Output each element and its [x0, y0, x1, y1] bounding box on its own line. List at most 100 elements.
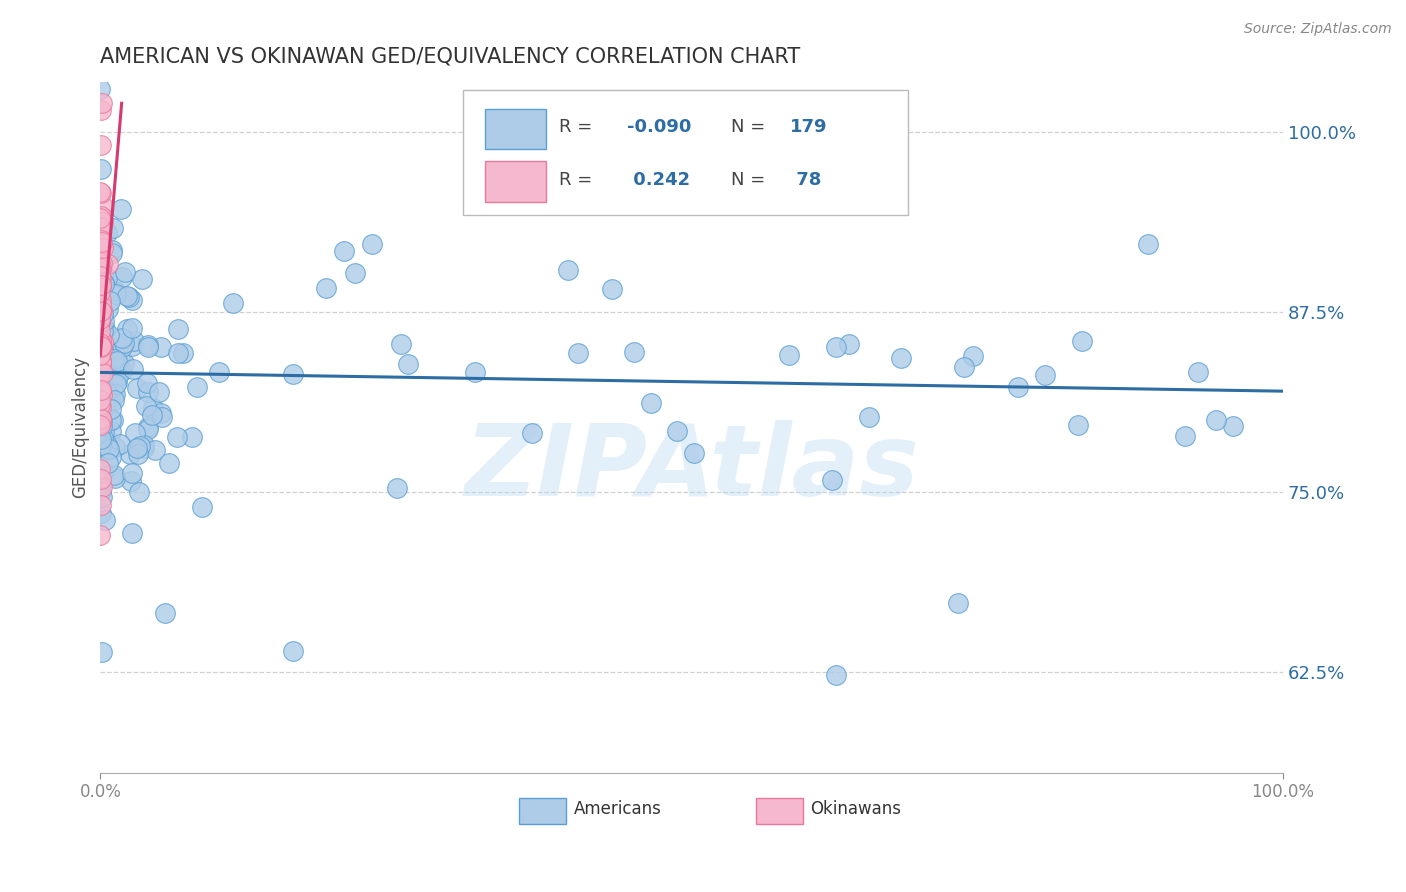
Point	[120, 474, 142, 488]
Point	[93, 324, 115, 338]
Point	[101, 221, 124, 235]
Point	[89, 413, 111, 427]
Point	[97, 442, 120, 456]
Point	[127, 447, 149, 461]
Point	[344, 266, 367, 280]
Point	[148, 384, 170, 399]
Point	[385, 481, 408, 495]
Point	[90, 388, 112, 402]
Point	[90, 275, 112, 289]
Point	[90, 480, 112, 494]
Point	[96, 226, 118, 240]
Point	[90, 507, 112, 521]
Point	[98, 294, 121, 309]
Text: Americans: Americans	[574, 799, 661, 818]
Point	[89, 285, 111, 299]
Point	[98, 328, 121, 343]
Point	[100, 450, 122, 464]
Point	[93, 307, 115, 321]
Text: R =: R =	[560, 170, 598, 188]
Point	[90, 410, 112, 425]
Text: -0.090: -0.090	[627, 118, 690, 136]
Point	[640, 395, 662, 409]
Point	[89, 261, 111, 276]
Point	[89, 261, 111, 276]
Text: ZIPAtlas: ZIPAtlas	[464, 420, 920, 517]
Point	[93, 425, 115, 439]
Point	[90, 235, 112, 249]
Point	[90, 186, 112, 200]
Point	[90, 340, 112, 354]
Point	[91, 343, 114, 358]
Point	[90, 438, 112, 452]
Point	[89, 246, 111, 260]
Point	[90, 333, 112, 347]
Point	[89, 312, 111, 326]
Point	[91, 418, 114, 433]
Point	[93, 241, 115, 255]
Point	[953, 359, 976, 374]
Point	[128, 484, 150, 499]
Point	[91, 645, 114, 659]
Point	[131, 272, 153, 286]
Point	[89, 314, 111, 328]
Point	[90, 400, 112, 414]
FancyBboxPatch shape	[464, 90, 908, 215]
Text: R =: R =	[560, 118, 598, 136]
Point	[96, 438, 118, 452]
Point	[112, 336, 135, 351]
Point	[136, 420, 159, 434]
Point	[89, 279, 111, 293]
Point	[100, 402, 122, 417]
Point	[91, 465, 114, 479]
Point	[91, 334, 114, 349]
Text: AMERICAN VS OKINAWAN GED/EQUIVALENCY CORRELATION CHART: AMERICAN VS OKINAWAN GED/EQUIVALENCY COR…	[100, 46, 800, 66]
FancyBboxPatch shape	[755, 797, 803, 824]
FancyBboxPatch shape	[485, 109, 546, 149]
Point	[100, 390, 122, 404]
Point	[96, 384, 118, 399]
Point	[89, 268, 111, 283]
Text: N =: N =	[731, 170, 770, 188]
Point	[90, 103, 112, 118]
Point	[665, 424, 688, 438]
Point	[90, 244, 112, 258]
Point	[333, 244, 356, 258]
Point	[89, 528, 111, 542]
Point	[90, 413, 112, 427]
Point	[89, 393, 111, 408]
Point	[110, 202, 132, 216]
Point	[464, 365, 486, 379]
Point	[97, 440, 120, 454]
Point	[114, 265, 136, 279]
Point	[104, 284, 127, 298]
Point	[101, 390, 124, 404]
Point	[90, 334, 112, 348]
Point	[97, 343, 120, 358]
Point	[167, 345, 190, 359]
Point	[520, 426, 543, 441]
Point	[389, 337, 412, 351]
Point	[93, 376, 115, 391]
Point	[89, 367, 111, 381]
Point	[89, 245, 111, 260]
Point	[150, 340, 173, 354]
Point	[93, 314, 115, 328]
Point	[89, 211, 111, 225]
Point	[1071, 334, 1094, 348]
Text: 78: 78	[790, 170, 821, 188]
Point	[222, 296, 245, 310]
Point	[90, 262, 112, 277]
Point	[94, 363, 117, 377]
Point	[111, 340, 134, 354]
Point	[90, 315, 112, 329]
Point	[136, 384, 159, 399]
Point	[90, 344, 112, 359]
Point	[101, 243, 124, 257]
Point	[90, 270, 112, 285]
Point	[97, 257, 120, 271]
Point	[89, 219, 111, 234]
Point	[132, 438, 155, 452]
Point	[90, 357, 112, 371]
Point	[1136, 237, 1159, 252]
